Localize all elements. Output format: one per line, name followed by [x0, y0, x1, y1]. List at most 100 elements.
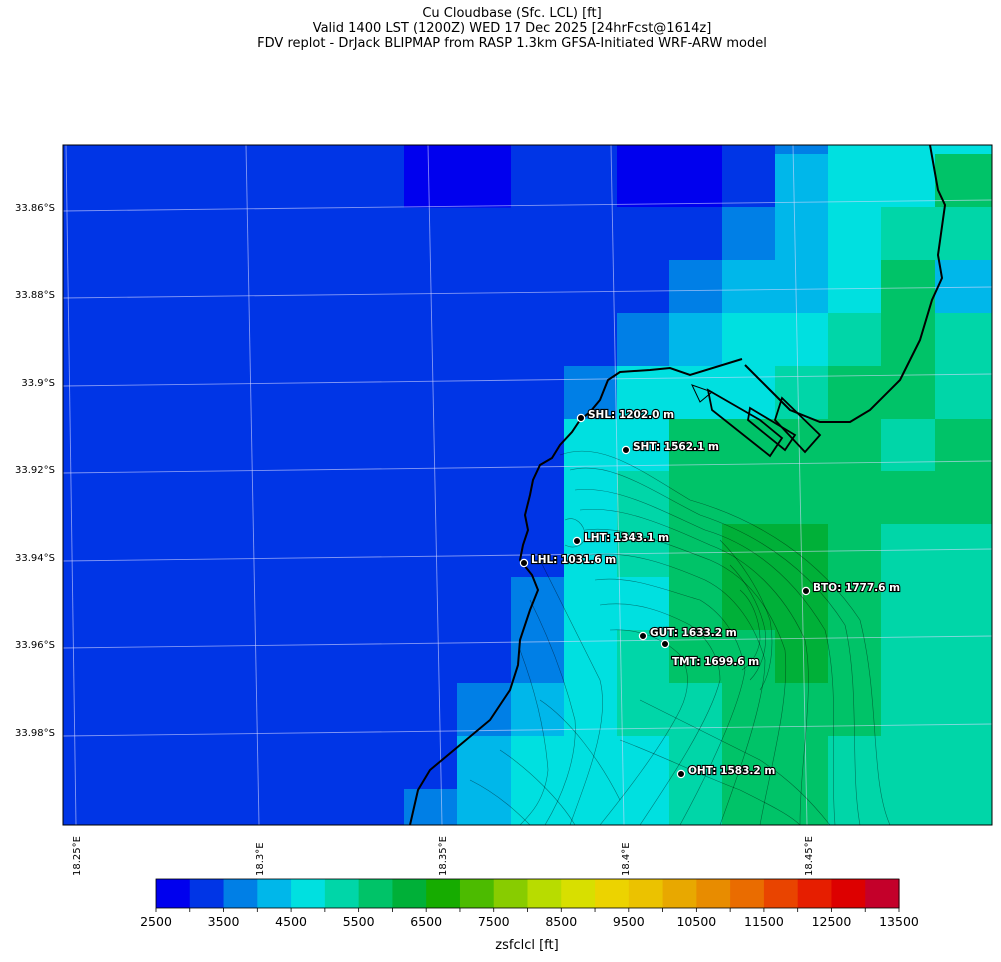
colorbar-tick-label: 12500	[812, 914, 852, 929]
station-label: SHL: 1202.0 m	[588, 409, 674, 421]
colorbar-tick-label: 11500	[744, 914, 784, 929]
grid-cell	[564, 207, 618, 261]
graticule-lat-line	[63, 460, 992, 474]
grid-cell	[511, 789, 565, 825]
station-gut[interactable]: GUT: 1633.2 m	[638, 626, 738, 641]
grid-cell	[722, 471, 776, 525]
coastline	[409, 145, 947, 825]
grid-cell	[564, 577, 618, 631]
grid-cell	[404, 145, 458, 155]
grid-cell	[669, 419, 723, 472]
grid-cell	[564, 145, 618, 155]
lat-label: 33.88°S	[15, 290, 55, 301]
graticule-lat-line	[63, 723, 992, 737]
grid-cell	[722, 207, 776, 261]
lat-label: 33.94°S	[15, 553, 55, 564]
grid-cell	[564, 524, 618, 578]
grid-cell	[722, 154, 776, 208]
graticule-lon-line	[610, 145, 625, 825]
grid-cell	[722, 260, 776, 314]
chart-titles: Cu Cloudbase (Sfc. LCL) [ft] Valid 1400 …	[0, 6, 1001, 51]
colorbar-swatches	[156, 879, 900, 908]
grid-cell	[775, 471, 829, 525]
grid-cell	[935, 207, 992, 261]
grid-cell	[457, 154, 512, 208]
grid-cell	[722, 683, 776, 737]
grid-cell	[775, 154, 829, 208]
grid-cell	[564, 419, 618, 472]
stations: SHL: 1202.0 m SHT: 1562.1 m LHT: 1343.1 …	[519, 408, 901, 779]
station-marker	[576, 413, 586, 423]
grid-cell	[828, 683, 882, 737]
grid-cell	[511, 313, 565, 367]
grid-cell	[881, 313, 936, 367]
grid-cell	[775, 260, 829, 314]
graticule-lat-line	[63, 373, 992, 387]
station-oht[interactable]: OHT: 1583.2 m	[676, 764, 776, 779]
lon-label: 18.25°E	[72, 836, 83, 876]
station-tmt[interactable]: TMT: 1699.6 m	[660, 639, 760, 669]
station-bto[interactable]: BTO: 1777.6 m	[801, 581, 901, 596]
grid-cell	[935, 145, 992, 155]
station-sht[interactable]: SHT: 1562.1 m	[621, 440, 720, 455]
grid-cell	[669, 207, 723, 261]
colorbar-tick-label: 7500	[478, 914, 510, 929]
colorbar-swatch	[189, 879, 225, 908]
grid-cell	[775, 145, 829, 155]
station-label: TMT: 1699.6 m	[672, 656, 759, 668]
colorbar-swatch	[426, 879, 461, 908]
grid-cell	[564, 789, 618, 825]
grid-cell	[617, 154, 670, 208]
grid-cell	[828, 207, 882, 261]
grid-cell	[617, 577, 670, 631]
grid-cell	[722, 313, 776, 367]
grid-cell	[564, 471, 618, 525]
grid-cell	[828, 789, 882, 825]
latitude-axis-labels: 33.86°S 33.88°S 33.9°S 33.92°S 33.94°S 3…	[15, 203, 55, 739]
grid-cell	[617, 260, 670, 314]
colorbar-swatch	[662, 879, 697, 908]
lon-label: 18.4°E	[621, 842, 632, 876]
station-lht[interactable]: LHT: 1343.1 m	[572, 531, 670, 546]
grid-cell	[881, 577, 936, 631]
station-label: OHT: 1583.2 m	[688, 765, 775, 777]
grid-cell	[617, 683, 670, 737]
grid-cell	[404, 154, 458, 208]
grid-cell	[457, 145, 512, 155]
grid-cell	[669, 524, 723, 578]
longitude-axis-labels: 18.25°E 18.3°E 18.35°E 18.4°E 18.45°E	[72, 836, 815, 876]
title-line-3: FDV replot - DrJack BLIPMAP from RASP 1.…	[257, 36, 767, 51]
colorbar-swatch	[831, 879, 866, 908]
grid-cell	[669, 736, 723, 790]
colorbar-swatch	[865, 879, 900, 908]
lat-label: 33.9°S	[21, 378, 55, 389]
station-marker	[801, 586, 811, 596]
colorbar-swatch	[156, 879, 191, 908]
station-label: LHT: 1343.1 m	[584, 532, 669, 544]
grid-cell	[617, 524, 670, 578]
colorbar-swatch	[730, 879, 765, 908]
grid-cell	[722, 419, 776, 472]
grid-cell	[828, 366, 882, 420]
colorbar-swatch	[291, 879, 326, 908]
station-shl[interactable]: SHL: 1202.0 m	[576, 408, 675, 423]
colorbar-tick-label: 4500	[275, 914, 307, 929]
colorbar-tick-label: 5500	[343, 914, 375, 929]
graticule-lon-line	[792, 145, 808, 825]
station-lhl[interactable]: LHL: 1031.6 m	[519, 553, 617, 568]
grid-cell	[775, 313, 829, 367]
colorbar-swatch	[628, 879, 664, 908]
graticule	[63, 145, 992, 825]
grid-cell	[881, 145, 936, 155]
colorbar-swatch	[595, 879, 630, 908]
graticule-lat-line	[63, 286, 992, 299]
grid-cell	[669, 630, 723, 684]
grid-cell	[935, 789, 992, 825]
grid-cell	[935, 419, 992, 472]
lon-label: 18.35°E	[438, 836, 449, 876]
grid-cell	[511, 683, 565, 737]
grid-cell	[511, 577, 565, 631]
colorbar-swatch	[459, 879, 495, 908]
station-marker	[638, 631, 648, 641]
graticule-lon-line	[65, 145, 77, 825]
